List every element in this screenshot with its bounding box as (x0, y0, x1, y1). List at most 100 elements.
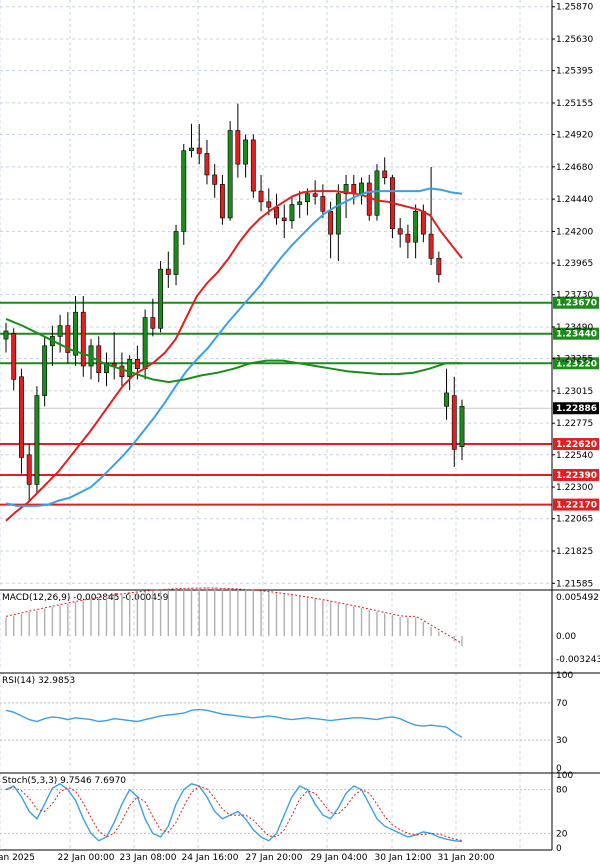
candle-bear (258, 190, 264, 203)
candle-bear (119, 365, 125, 378)
candle-bull (73, 311, 78, 356)
level-label: 1.22170 (556, 501, 597, 511)
time-tick-label: 31 Jan 20:00 (438, 853, 495, 863)
candle-bull (243, 139, 249, 165)
candle-bull (158, 268, 164, 329)
macd-tick-label: 0.00 (556, 632, 576, 642)
candle-bear (19, 376, 24, 458)
time-tick-label: 23 Jan 08:00 (120, 853, 177, 863)
candle-bull (289, 204, 295, 221)
candle-bear (266, 201, 272, 208)
candle-bear (212, 174, 218, 185)
candle-bull (343, 184, 349, 195)
stoch-label: Stoch(5,3,3) 9.7546 7.6970 (2, 776, 126, 786)
price-tick-label: 1.24680 (556, 163, 593, 173)
price-levels: 1.23670 1.23440 1.23220 1.22620 1.22390 1.221… (0, 296, 599, 511)
candle-bull (374, 170, 380, 216)
candle-bull (181, 150, 187, 232)
stoch-tick-label: 100 (556, 771, 573, 781)
candle-bear (328, 210, 334, 235)
candle-bull (42, 345, 48, 396)
candle-bear (366, 182, 372, 216)
price-tick-label: 1.25630 (556, 35, 593, 45)
rsi-tick-label: 100 (556, 671, 573, 681)
stoch-tick-label: 20 (556, 829, 568, 839)
candle-bull (189, 147, 194, 152)
level-label: 1.23670 (556, 299, 597, 309)
macd-tick-label: 0.005492 (556, 593, 599, 603)
candle-bear (165, 268, 171, 275)
current-price-label: 1.22886 (556, 404, 597, 414)
candle-bull (359, 182, 364, 195)
candle-bear (405, 233, 411, 243)
time-tick-label: 24 Jan 16:00 (182, 853, 239, 863)
time-tick-label: 22 Jan 00:00 (58, 853, 115, 863)
candle-bear (436, 258, 442, 275)
candle-bear (150, 317, 156, 329)
price-tick-label: 1.22775 (556, 419, 593, 429)
price-tick-label: 1.23490 (556, 323, 593, 333)
price-tick-label: 1.22300 (556, 483, 593, 493)
candle-bear (274, 206, 279, 219)
blue-ma-line (5, 187, 463, 507)
stoch-tick-label: 0 (556, 844, 562, 854)
stoch-k-line (5, 782, 463, 843)
rsi-tick-label: 0 (556, 764, 562, 774)
candle-bull (459, 406, 465, 448)
macd-signal-line (5, 587, 463, 644)
candle-bear (451, 395, 457, 450)
candle-bull (335, 193, 341, 235)
price-tick-label: 1.23015 (556, 387, 593, 397)
rsi-panel: RSI(14) 32.9853 100 70 30 0 (0, 671, 600, 774)
candle-bear (420, 210, 426, 235)
macd-panel: MACD(12,26,9) -0.002845 -0.000459 0.00549… (0, 587, 600, 665)
level-label: 1.23440 (556, 330, 597, 340)
candle-bear (312, 193, 318, 197)
candle-bear (80, 311, 86, 367)
price-tick-label: 1.22065 (556, 515, 593, 525)
time-tick-label: 30 Jan 12:00 (375, 853, 432, 863)
stoch-panel: Stoch(5,3,3) 9.7546 7.6970 100 80 20 0 (0, 771, 600, 854)
candle-bull (304, 193, 310, 203)
candle-bull (142, 317, 148, 369)
grid-lines (0, 0, 552, 850)
candle-bear (219, 184, 225, 219)
macd-tick-label: -0.003243 (556, 655, 600, 665)
time-tick-label: 20 Jan 2025 (0, 853, 35, 863)
candle-bear (382, 170, 388, 178)
rsi-tick-label: 70 (556, 699, 568, 709)
candle-bull (34, 395, 40, 485)
red-ma-line (5, 190, 463, 522)
candle-bear (250, 139, 256, 192)
price-tick-label: 1.21825 (556, 547, 593, 557)
time-tick-label: 27 Jan 20:00 (246, 853, 303, 863)
rsi-label: RSI(14) 32.9853 (2, 676, 75, 686)
level-label-box (553, 357, 599, 370)
price-tick-label: 1.23255 (556, 355, 593, 365)
candle-bear (320, 196, 326, 212)
price-tick-label: 1.25395 (556, 67, 593, 77)
candle-bear (281, 217, 287, 221)
candle-bull (3, 330, 9, 340)
candle-bear (397, 228, 403, 235)
level-label-box (553, 296, 599, 309)
price-tick-label: 1.24920 (556, 131, 593, 141)
candle-bear (26, 454, 32, 485)
moving-averages (5, 187, 463, 522)
price-tick-label: 1.25155 (556, 99, 593, 109)
candle-bear (196, 147, 202, 154)
price-tick-label: 1.23730 (556, 291, 593, 301)
price-axis: 1.25870 1.25630 1.25395 1.25155 1.24920 1.246… (551, 0, 593, 850)
time-tick-label: 29 Jan 04:00 (311, 853, 368, 863)
candle-bull (227, 130, 233, 219)
current-price-box (553, 402, 599, 415)
candle-bear (134, 358, 140, 369)
level-label-box (553, 327, 599, 340)
candle-bear (65, 325, 71, 353)
candle-bear (235, 130, 241, 165)
candle-bull (413, 210, 419, 243)
price-tick-label: 1.24200 (556, 227, 593, 237)
candle-bear (11, 333, 17, 380)
stoch-tick-label: 80 (556, 786, 568, 796)
level-label-box (553, 468, 599, 481)
